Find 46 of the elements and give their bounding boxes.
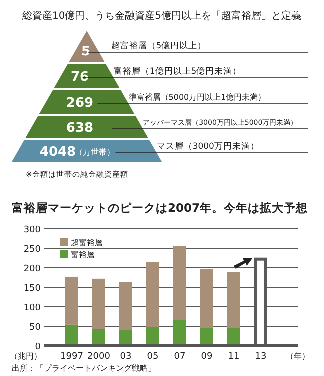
chart-title: 富裕層マーケットのピークは2007年。今年は拡大予想 [12, 201, 310, 215]
category-label: 富裕層（1億円以上5億円未満） [114, 66, 242, 77]
bar [120, 330, 132, 346]
x-tick-label: 11 [228, 352, 240, 362]
y-tick-label: 50 [30, 323, 42, 333]
bar [66, 324, 78, 346]
y-tick-label: 200 [24, 264, 42, 274]
x-tick-label: 05 [147, 352, 159, 362]
y-axis-title: （兆円） [10, 352, 42, 361]
bar [92, 278, 106, 330]
y-tick-label: 250 [24, 245, 42, 255]
x-tick-label: 1997 [60, 352, 84, 362]
text: 出所：「プライベートバンキング戦略」 [12, 364, 156, 373]
data-label: 5 [81, 44, 91, 60]
y-tick-label: 300 [24, 226, 42, 236]
legend-label: 超富裕層 [71, 238, 103, 248]
legend-label: 富裕層 [71, 250, 95, 260]
bar [228, 272, 240, 328]
x-tick-label: 03 [120, 352, 132, 362]
y-tick-label: 0 [35, 342, 42, 352]
data-label: 4048 [40, 145, 76, 160]
category-label: マス層（3000万円未満） [156, 141, 260, 152]
bar [120, 282, 132, 330]
bar [66, 276, 78, 325]
bar [200, 328, 214, 346]
data-label: 638 [66, 121, 94, 136]
x-tick-label: 07 [174, 352, 186, 362]
bar [174, 246, 186, 320]
bar [146, 327, 160, 346]
bar [228, 328, 240, 346]
text: （万世帯） [75, 148, 115, 157]
bar [200, 269, 214, 328]
data-label: 269 [66, 96, 94, 111]
x-tick-label: 09 [201, 352, 213, 362]
y-tick-label: 150 [24, 284, 42, 294]
bar [174, 320, 186, 346]
x-tick-label: 13 [255, 352, 267, 362]
category-label: 超富裕層（5億円以上） [111, 40, 207, 52]
x-tick-label: 2000 [88, 352, 111, 362]
x-axis-title: （年） [286, 352, 310, 361]
text: 総資産10億円、うち金融資産5億円以上を「超富裕層」と定義 [21, 10, 302, 22]
bar [146, 262, 160, 328]
data-label: 76 [70, 70, 90, 85]
y-tick-label: 100 [24, 304, 42, 314]
category-label: 準富裕層（5000万円以上1億円未満） [128, 93, 266, 102]
bar [92, 329, 106, 346]
